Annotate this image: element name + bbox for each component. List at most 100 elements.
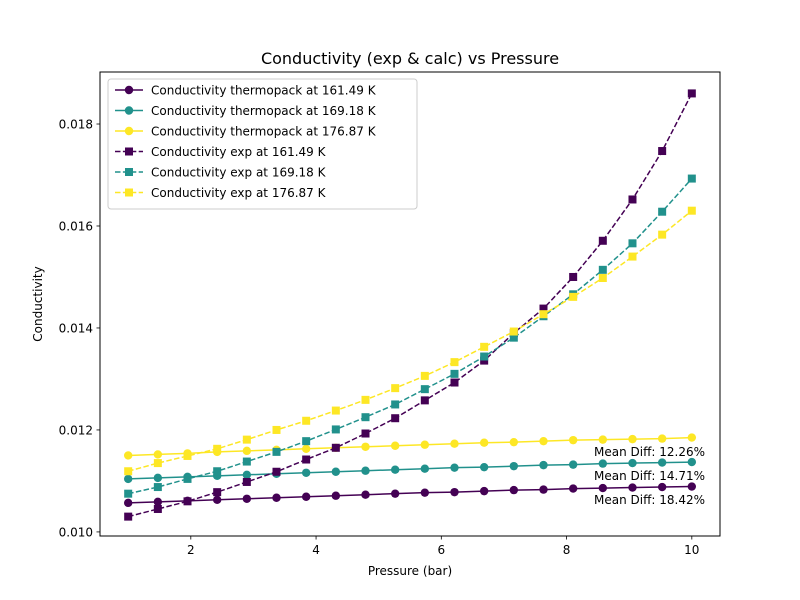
- data-point-square: [242, 435, 251, 444]
- data-point-square: [658, 207, 667, 216]
- data-point-square: [628, 195, 637, 204]
- legend-marker-square: [125, 147, 133, 156]
- series-line-3: [128, 436, 692, 457]
- data-point-square: [450, 358, 459, 367]
- data-point-square: [687, 174, 696, 183]
- series-line-1: [128, 485, 692, 504]
- data-point-circle: [361, 490, 370, 499]
- data-point-square: [183, 497, 192, 506]
- legend-marker-square: [125, 188, 133, 197]
- x-tick-label: 10: [684, 543, 699, 557]
- data-point-circle: [153, 473, 163, 483]
- legend-label: Conductivity exp at 161.49 K: [151, 145, 327, 159]
- data-point-circle: [331, 467, 341, 476]
- data-point-square: [480, 352, 489, 361]
- data-point-square: [569, 272, 578, 281]
- data-point-square: [361, 395, 370, 404]
- x-tick-label: 6: [437, 543, 445, 557]
- data-point-circle: [568, 435, 578, 445]
- data-point-circle: [479, 438, 489, 447]
- data-point-square: [302, 416, 311, 425]
- data-point-circle: [628, 434, 637, 444]
- data-point-circle: [242, 494, 252, 503]
- data-point-circle: [479, 486, 489, 496]
- data-point-square: [658, 230, 667, 239]
- legend-marker-circle: [124, 85, 134, 95]
- legend-entry: Conductivity exp at 161.49 K: [115, 145, 327, 159]
- legend-marker-square: [125, 168, 133, 176]
- data-point-square: [420, 396, 429, 405]
- x-tick-label: 8: [563, 543, 571, 557]
- data-point-square: [628, 239, 637, 248]
- data-point-circle: [598, 459, 608, 468]
- legend-label: Conductivity thermopack at 176.87 K: [151, 125, 377, 139]
- data-point-circle: [539, 436, 548, 446]
- data-point-square: [598, 236, 607, 245]
- mean-diff-annotation: Mean Diff: 18.42%: [594, 493, 705, 507]
- legend-entry: Conductivity exp at 176.87 K: [115, 186, 327, 200]
- legend-entry: Conductivity thermopack at 161.49 K: [115, 84, 377, 98]
- data-point-circle: [390, 489, 400, 498]
- data-point-square: [509, 327, 518, 336]
- data-point-square: [361, 429, 370, 438]
- data-point-square: [420, 371, 429, 380]
- data-point-square: [331, 406, 340, 415]
- data-point-square: [539, 310, 548, 319]
- legend-entry: Conductivity exp at 169.18 K: [115, 166, 327, 180]
- data-point-circle: [450, 463, 459, 472]
- x-tick-label: 2: [187, 543, 195, 557]
- data-point-square: [242, 457, 251, 466]
- data-point-circle: [390, 465, 400, 474]
- series-line-6: [127, 210, 693, 472]
- data-point-circle: [628, 483, 637, 492]
- data-point-circle: [153, 450, 163, 459]
- data-point-circle: [420, 440, 430, 449]
- data-point-circle: [657, 482, 667, 492]
- data-point-circle: [331, 491, 341, 500]
- data-point-circle: [539, 460, 548, 470]
- mean-diff-annotation: Mean Diff: 12.26%: [594, 445, 705, 459]
- data-point-square: [480, 356, 489, 365]
- data-point-square: [569, 292, 578, 301]
- data-point-square: [598, 265, 607, 274]
- data-point-square: [302, 455, 311, 464]
- y-tick-label: 0.018: [59, 118, 93, 132]
- series-line-4: [127, 93, 693, 518]
- data-point-square: [391, 400, 400, 409]
- data-point-square: [124, 489, 133, 498]
- data-point-circle: [212, 495, 222, 504]
- axes: 2 4 6 8 10 0.010 0.012 0.014 0.016 0.018: [59, 118, 700, 557]
- data-point-circle: [450, 439, 459, 448]
- chart-title: Conductivity (exp & calc) vs Pressure: [261, 49, 559, 68]
- plot-frame: [99, 71, 721, 537]
- legend-marker-circle: [124, 126, 134, 136]
- data-point-circle: [420, 488, 430, 497]
- legend-entry: Conductivity thermopack at 169.18 K: [115, 104, 377, 118]
- series-line-2: [128, 461, 692, 480]
- data-point-circle: [509, 437, 519, 447]
- data-point-square: [331, 425, 340, 434]
- data-point-square: [272, 425, 281, 434]
- data-point-square: [391, 414, 400, 423]
- data-point-circle: [687, 457, 697, 467]
- data-point-square: [124, 467, 133, 476]
- data-point-square: [450, 378, 459, 387]
- y-tick-label: 0.016: [59, 219, 93, 233]
- annotations: Mean Diff: 12.26% Mean Diff: 14.71% Mean D…: [594, 445, 705, 507]
- x-tick-label: 4: [312, 543, 320, 557]
- data-point-square: [480, 342, 489, 351]
- data-point-circle: [450, 487, 459, 497]
- y-axis-label: Conductivity: [31, 266, 45, 341]
- data-point-square: [213, 467, 222, 476]
- data-point-square: [687, 206, 696, 215]
- legend-entry: Conductivity thermopack at 176.87 K: [115, 125, 377, 139]
- y-tick-label: 0.010: [59, 525, 93, 539]
- plot-area: [123, 89, 697, 521]
- data-point-circle: [390, 441, 400, 450]
- data-point-circle: [479, 462, 489, 472]
- legend: Conductivity thermopack at 161.49 K Condu…: [107, 78, 418, 210]
- data-point-circle: [301, 468, 311, 477]
- data-point-square: [153, 504, 162, 513]
